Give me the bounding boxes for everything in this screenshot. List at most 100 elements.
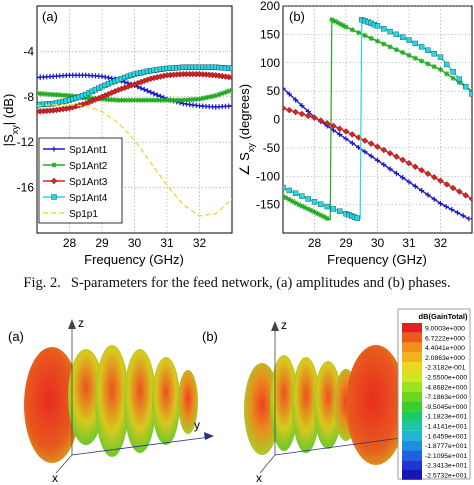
x-tick-label: 30 xyxy=(371,236,385,250)
data-point xyxy=(466,216,472,222)
amplitude-chart: 28 29 30 31 32 -4 -8 -12 -16 (a) Frequency (GHz)… xyxy=(1,5,233,267)
data-point xyxy=(144,97,151,103)
scale-value-label: -2.1095e+001 xyxy=(425,453,467,460)
data-point xyxy=(317,117,325,124)
data-point xyxy=(449,184,457,192)
data-point xyxy=(374,38,381,44)
scale-value-label: -7.1863e+000 xyxy=(425,394,467,401)
caption-label: Fig. 2. xyxy=(23,275,61,291)
data-point xyxy=(102,74,108,80)
data-point xyxy=(144,88,151,94)
x-tick-label: 28 xyxy=(308,236,322,250)
data-point xyxy=(387,28,393,35)
data-point xyxy=(66,93,73,99)
figure-caption: Fig. 2. S-parameters for the feed network… xyxy=(0,275,474,292)
data-point xyxy=(374,157,381,163)
pattern-a-x-axis-label: x xyxy=(52,471,58,485)
data-point xyxy=(44,91,50,97)
data-point xyxy=(293,200,299,206)
radiation-pattern-figure: z y x (a) z y x (b) dB(GainTotal) 9.0003… xyxy=(8,308,471,485)
data-point xyxy=(206,94,212,100)
y-tick-label: -150 xyxy=(256,198,280,212)
x-tick-label: 31 xyxy=(160,236,174,250)
data-point xyxy=(293,97,299,103)
series-Sp1Ant2 xyxy=(283,17,472,221)
caption-text: S-parameters for the feed network, (a) a… xyxy=(70,275,451,291)
data-point xyxy=(193,96,199,102)
data-point xyxy=(393,153,400,160)
data-point xyxy=(374,143,381,150)
data-point xyxy=(343,24,349,30)
data-point xyxy=(406,179,412,185)
scale-color-swatch xyxy=(402,342,422,353)
data-point xyxy=(128,97,134,103)
data-point xyxy=(203,95,209,101)
data-point xyxy=(340,22,346,29)
y-tick-label: 0 xyxy=(273,113,280,127)
data-point xyxy=(283,195,289,201)
pattern-a-z-axis-label: z xyxy=(78,316,84,330)
data-point xyxy=(362,32,368,39)
data-point xyxy=(311,114,318,122)
data-point xyxy=(305,196,311,202)
scale-value-label: -1.8777e+001 xyxy=(425,443,467,450)
scale-color-swatch xyxy=(402,332,422,343)
phase-x-axis-label: Frequency (GHz) xyxy=(327,252,427,267)
data-point xyxy=(412,40,418,47)
pattern-a-y-axis-label: y xyxy=(194,418,200,432)
scale-value-label: -4.8682e+000 xyxy=(425,384,467,391)
data-point xyxy=(456,188,463,195)
phase-chart: 28 29 30 31 32 200 150 100 50 0 -50 -100 -150 (b) Fr… xyxy=(237,0,473,267)
data-point xyxy=(469,91,472,97)
data-point xyxy=(387,44,393,50)
scale-color-swatch xyxy=(402,430,422,441)
data-point xyxy=(296,202,302,208)
data-point xyxy=(229,65,232,72)
legend-marker xyxy=(51,162,57,168)
data-point xyxy=(330,206,337,212)
data-point xyxy=(299,103,305,109)
data-point xyxy=(229,103,232,109)
data-point xyxy=(318,212,324,218)
data-point xyxy=(381,41,387,47)
y-tick-label: -4 xyxy=(23,44,34,58)
gain-color-scale: dB(GainTotal) 9.0003e+000 6.7222e+000 4.40… xyxy=(397,308,471,480)
data-point xyxy=(437,54,444,60)
data-point xyxy=(209,93,216,99)
data-point xyxy=(109,97,115,103)
data-point xyxy=(161,97,167,103)
data-point xyxy=(289,198,296,204)
data-point xyxy=(444,71,450,77)
data-point xyxy=(437,177,444,185)
data-point xyxy=(138,97,144,103)
scale-value-label: 6.7222e+000 xyxy=(425,335,465,342)
data-point xyxy=(406,52,412,58)
legend-entry: Sp1Ant4 xyxy=(43,193,108,204)
data-point xyxy=(337,131,343,138)
legend-entry: Sp1Ant1 xyxy=(43,145,108,156)
y-tick-label: 150 xyxy=(260,27,280,41)
legend-marker xyxy=(51,146,57,152)
data-point xyxy=(380,146,388,154)
data-point xyxy=(50,91,56,98)
data-point xyxy=(450,69,456,75)
data-point xyxy=(180,97,186,103)
series-Sp1Ant3 xyxy=(283,104,472,203)
amplitude-legend: Sp1Ant1 Sp1Ant2 Sp1Ant3 Sp1Ant4 Sp1p1 xyxy=(38,137,123,224)
scale-color-swatch xyxy=(402,323,422,333)
data-point xyxy=(177,97,183,103)
scale-value-label: -1.1823e+001 xyxy=(425,414,467,421)
pattern-a-panel-label: (a) xyxy=(8,329,24,344)
data-point xyxy=(299,193,305,199)
phase-wrap-line xyxy=(359,19,363,220)
data-point xyxy=(400,34,406,40)
data-point xyxy=(229,87,232,93)
data-point xyxy=(99,73,105,79)
data-point xyxy=(311,209,318,215)
data-point xyxy=(336,125,343,132)
phase-tick-labels: 28 29 30 31 32 200 150 100 50 0 -50 -100 -150 xyxy=(256,0,448,250)
data-point xyxy=(412,55,418,61)
legend-marker xyxy=(50,177,58,185)
data-point xyxy=(47,91,53,97)
legend-label: Sp1Ant2 xyxy=(69,161,108,172)
